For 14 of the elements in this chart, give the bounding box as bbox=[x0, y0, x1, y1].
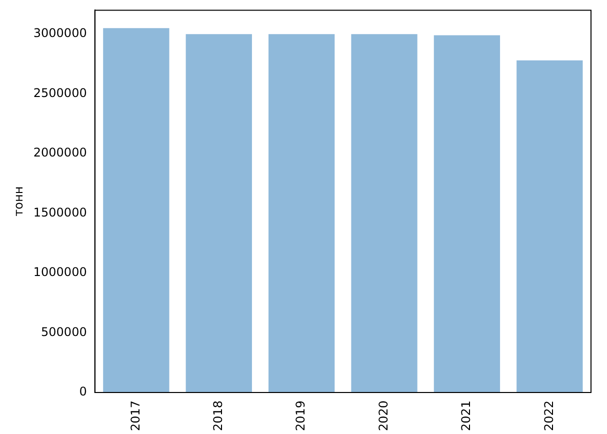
x-tick-label: 2019 bbox=[294, 400, 308, 432]
y-tick-label: 1000000 bbox=[33, 265, 87, 280]
y-axis-title: тонн bbox=[11, 186, 26, 216]
y-tick-label: 3000000 bbox=[33, 26, 87, 40]
y-tick-label: 2500000 bbox=[33, 86, 87, 100]
x-tick-label: 2020 bbox=[376, 400, 390, 432]
x-tick-label: 2018 bbox=[211, 400, 226, 432]
x-tick-label: 2017 bbox=[128, 400, 142, 432]
y-tick-label: 1500000 bbox=[33, 205, 87, 220]
y-tick-label: 2000000 bbox=[33, 146, 87, 160]
x-tick-label: 2022 bbox=[542, 400, 556, 432]
y-tick-label: 500000 bbox=[41, 324, 87, 339]
x-tick-label: 2021 bbox=[459, 400, 474, 432]
y-tick-label: 0 bbox=[79, 384, 87, 399]
